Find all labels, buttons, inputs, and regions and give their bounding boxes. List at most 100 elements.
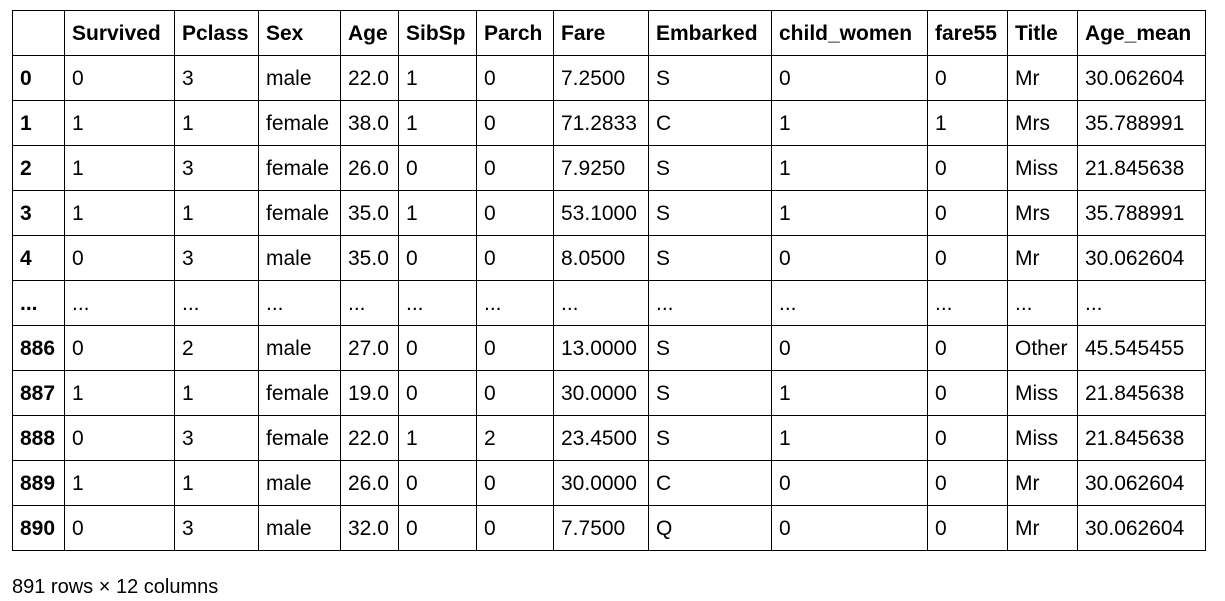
table-cell: 1 <box>398 100 477 146</box>
column-header: Title <box>1007 10 1078 56</box>
table-cell: 0 <box>398 325 477 371</box>
row-index-cell: 4 <box>12 235 65 281</box>
table-cell: 22.0 <box>340 415 399 461</box>
table-cell: 13.0000 <box>553 325 649 371</box>
table-cell: female <box>258 415 341 461</box>
column-header: Embarked <box>648 10 772 56</box>
table-body: 0 0 3 male 22.0 1 0 7.2500 S 0 0 Mr 30.062604 1 1 1 fema… <box>12 55 1206 551</box>
table-row: 887 1 1 female 19.0 0 0 30.0000 S 1 0 Miss 21.845638 <box>12 370 1206 416</box>
table-cell: S <box>648 145 772 191</box>
column-header: Age_mean <box>1077 10 1206 56</box>
table-cell: ... <box>258 280 341 326</box>
table-cell: C <box>648 460 772 506</box>
table-cell: male <box>258 460 341 506</box>
row-index-cell: 2 <box>12 145 65 191</box>
table-cell: 1 <box>64 100 175 146</box>
table-cell: male <box>258 55 341 101</box>
table-cell: 35.0 <box>340 235 399 281</box>
table-cell: 45.545455 <box>1077 325 1206 371</box>
table-cell: 0 <box>64 505 175 551</box>
table-cell: 38.0 <box>340 100 399 146</box>
table-cell: 8.0500 <box>553 235 649 281</box>
row-index-cell: ... <box>12 280 65 326</box>
table-cell: 35.788991 <box>1077 190 1206 236</box>
table-cell: 3 <box>174 415 259 461</box>
row-index-cell: 889 <box>12 460 65 506</box>
table-row: ....................................... <box>12 280 1206 326</box>
table-cell: ... <box>174 280 259 326</box>
table-cell: 1 <box>771 100 928 146</box>
column-header: Sex <box>258 10 341 56</box>
table-cell: 21.845638 <box>1077 370 1206 416</box>
table-cell: 0 <box>476 235 554 281</box>
table-cell: 27.0 <box>340 325 399 371</box>
table-cell: 30.0000 <box>553 460 649 506</box>
table-cell: ... <box>648 280 772 326</box>
row-index-cell: 3 <box>12 190 65 236</box>
table-cell: 0 <box>927 190 1008 236</box>
table-cell: 0 <box>927 370 1008 416</box>
table-cell: 0 <box>398 505 477 551</box>
table-cell: 0 <box>64 235 175 281</box>
table-cell: 1 <box>64 190 175 236</box>
table-cell: 35.788991 <box>1077 100 1206 146</box>
table-cell: Miss <box>1007 415 1078 461</box>
table-cell: 0 <box>927 55 1008 101</box>
table-cell: 1 <box>398 55 477 101</box>
table-cell: 21.845638 <box>1077 415 1206 461</box>
table-cell: 32.0 <box>340 505 399 551</box>
table-cell: 7.2500 <box>553 55 649 101</box>
table-cell: 7.7500 <box>553 505 649 551</box>
table-cell: 35.0 <box>340 190 399 236</box>
table-cell: Mr <box>1007 505 1078 551</box>
table-cell: 2 <box>174 325 259 371</box>
table-cell: 30.062604 <box>1077 460 1206 506</box>
table-cell: 0 <box>64 55 175 101</box>
column-header: child_women <box>771 10 928 56</box>
column-header: Parch <box>476 10 554 56</box>
table-cell: 1 <box>771 415 928 461</box>
table-cell: 30.0000 <box>553 370 649 416</box>
column-header: Survived <box>64 10 175 56</box>
table-cell: female <box>258 370 341 416</box>
table-cell: 1 <box>398 190 477 236</box>
table-cell: 1 <box>398 415 477 461</box>
table-cell: Q <box>648 505 772 551</box>
row-index-cell: 890 <box>12 505 65 551</box>
table-cell: Mr <box>1007 460 1078 506</box>
table-cell: 3 <box>174 145 259 191</box>
table-cell: 26.0 <box>340 145 399 191</box>
header-row: Survived Pclass Sex Age SibSp Parch Fare… <box>12 10 1206 56</box>
table-cell: ... <box>398 280 477 326</box>
table-cell: 1 <box>771 145 928 191</box>
table-cell: male <box>258 505 341 551</box>
table-cell: 21.845638 <box>1077 145 1206 191</box>
table-cell: 0 <box>927 235 1008 281</box>
table-cell: 0 <box>398 370 477 416</box>
table-cell: 1 <box>64 145 175 191</box>
dataframe-table: Survived Pclass Sex Age SibSp Parch Fare… <box>12 10 1206 551</box>
table-cell: ... <box>64 280 175 326</box>
table-cell: S <box>648 235 772 281</box>
table-cell: 2 <box>476 415 554 461</box>
table-cell: S <box>648 55 772 101</box>
dataframe-shape-summary: 891 rows × 12 columns <box>12 576 219 598</box>
table-cell: 0 <box>476 370 554 416</box>
table-cell: 1 <box>771 370 928 416</box>
table-header: Survived Pclass Sex Age SibSp Parch Fare… <box>12 10 1206 56</box>
table-cell: S <box>648 190 772 236</box>
table-cell: 1 <box>64 460 175 506</box>
table-cell: 19.0 <box>340 370 399 416</box>
table-cell: 3 <box>174 235 259 281</box>
table-cell: female <box>258 190 341 236</box>
table-cell: ... <box>1007 280 1078 326</box>
table-cell: ... <box>1077 280 1206 326</box>
table-cell: female <box>258 100 341 146</box>
table-cell: 30.062604 <box>1077 235 1206 281</box>
column-header: Age <box>340 10 399 56</box>
row-index-cell: 0 <box>12 55 65 101</box>
table-cell: 0 <box>398 145 477 191</box>
table-cell: 3 <box>174 505 259 551</box>
table-cell: 0 <box>476 460 554 506</box>
table-cell: 0 <box>771 235 928 281</box>
